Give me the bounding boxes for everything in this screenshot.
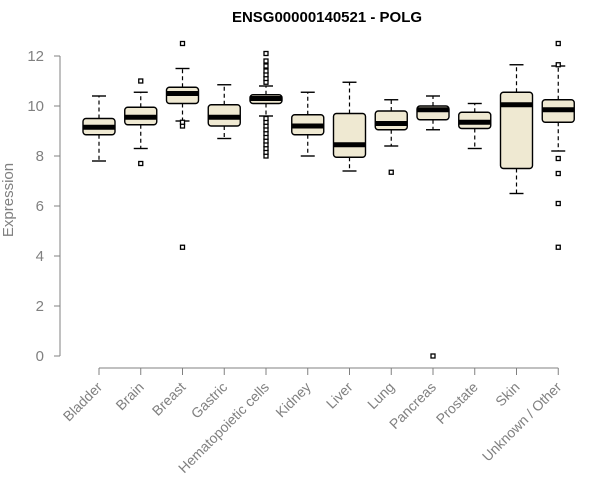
y-tick-label: 12 xyxy=(27,48,44,65)
box-group xyxy=(416,95,450,359)
box-group xyxy=(207,84,241,140)
x-tick-label: Brain xyxy=(112,379,146,413)
x-tick-label: Liver xyxy=(323,379,356,412)
outlier-point xyxy=(263,115,269,122)
box-group xyxy=(249,50,283,159)
outlier-point xyxy=(138,78,144,84)
box-group xyxy=(124,78,158,167)
outlier-point xyxy=(263,58,269,64)
outlier-point xyxy=(555,40,561,47)
box-group xyxy=(374,99,408,175)
outlier-point xyxy=(179,40,186,47)
outlier-point xyxy=(263,63,269,69)
outlier-point xyxy=(555,170,561,177)
iqr-box xyxy=(374,110,408,131)
box-group xyxy=(82,95,116,162)
x-tick-label: Breast xyxy=(149,379,189,419)
box-group xyxy=(541,40,575,250)
outlier-point xyxy=(430,353,436,359)
x-tick-label: Skin xyxy=(492,379,523,410)
outlier-point xyxy=(179,119,186,125)
outlier-point xyxy=(263,50,269,57)
outlier-point xyxy=(179,244,186,250)
boxes xyxy=(82,40,575,359)
y-axis-label: Expression xyxy=(0,163,17,237)
box-group xyxy=(499,64,534,195)
iqr-box xyxy=(332,112,367,158)
chart-title: ENSG00000140521 - POLG xyxy=(232,9,422,26)
x-tick-label: Unknown / Other xyxy=(479,379,565,465)
outlier-point xyxy=(388,169,394,175)
y-tick-label: 8 xyxy=(36,148,44,165)
x-tick-label: Prostate xyxy=(433,379,481,427)
x-tick-label: Lung xyxy=(364,379,397,412)
x-tick-label: Bladder xyxy=(60,379,106,425)
y-tick-label: 0 xyxy=(36,348,44,365)
iqr-box xyxy=(499,91,534,170)
x-tick-label: Kidney xyxy=(272,379,314,421)
outlier-point xyxy=(555,244,561,250)
y-tick-label: 10 xyxy=(27,98,44,115)
box-group xyxy=(165,40,200,250)
outlier-point xyxy=(263,68,269,74)
outlier-point xyxy=(555,200,561,207)
y-tick-label: 4 xyxy=(36,248,44,265)
box-group xyxy=(291,91,325,157)
box-group xyxy=(458,102,492,150)
outlier-point xyxy=(555,155,561,162)
y-tick-label: 2 xyxy=(36,298,44,315)
y-tick-label: 6 xyxy=(36,198,44,215)
outlier-point xyxy=(555,62,561,68)
box-group xyxy=(332,81,367,172)
outlier-point xyxy=(138,160,144,167)
